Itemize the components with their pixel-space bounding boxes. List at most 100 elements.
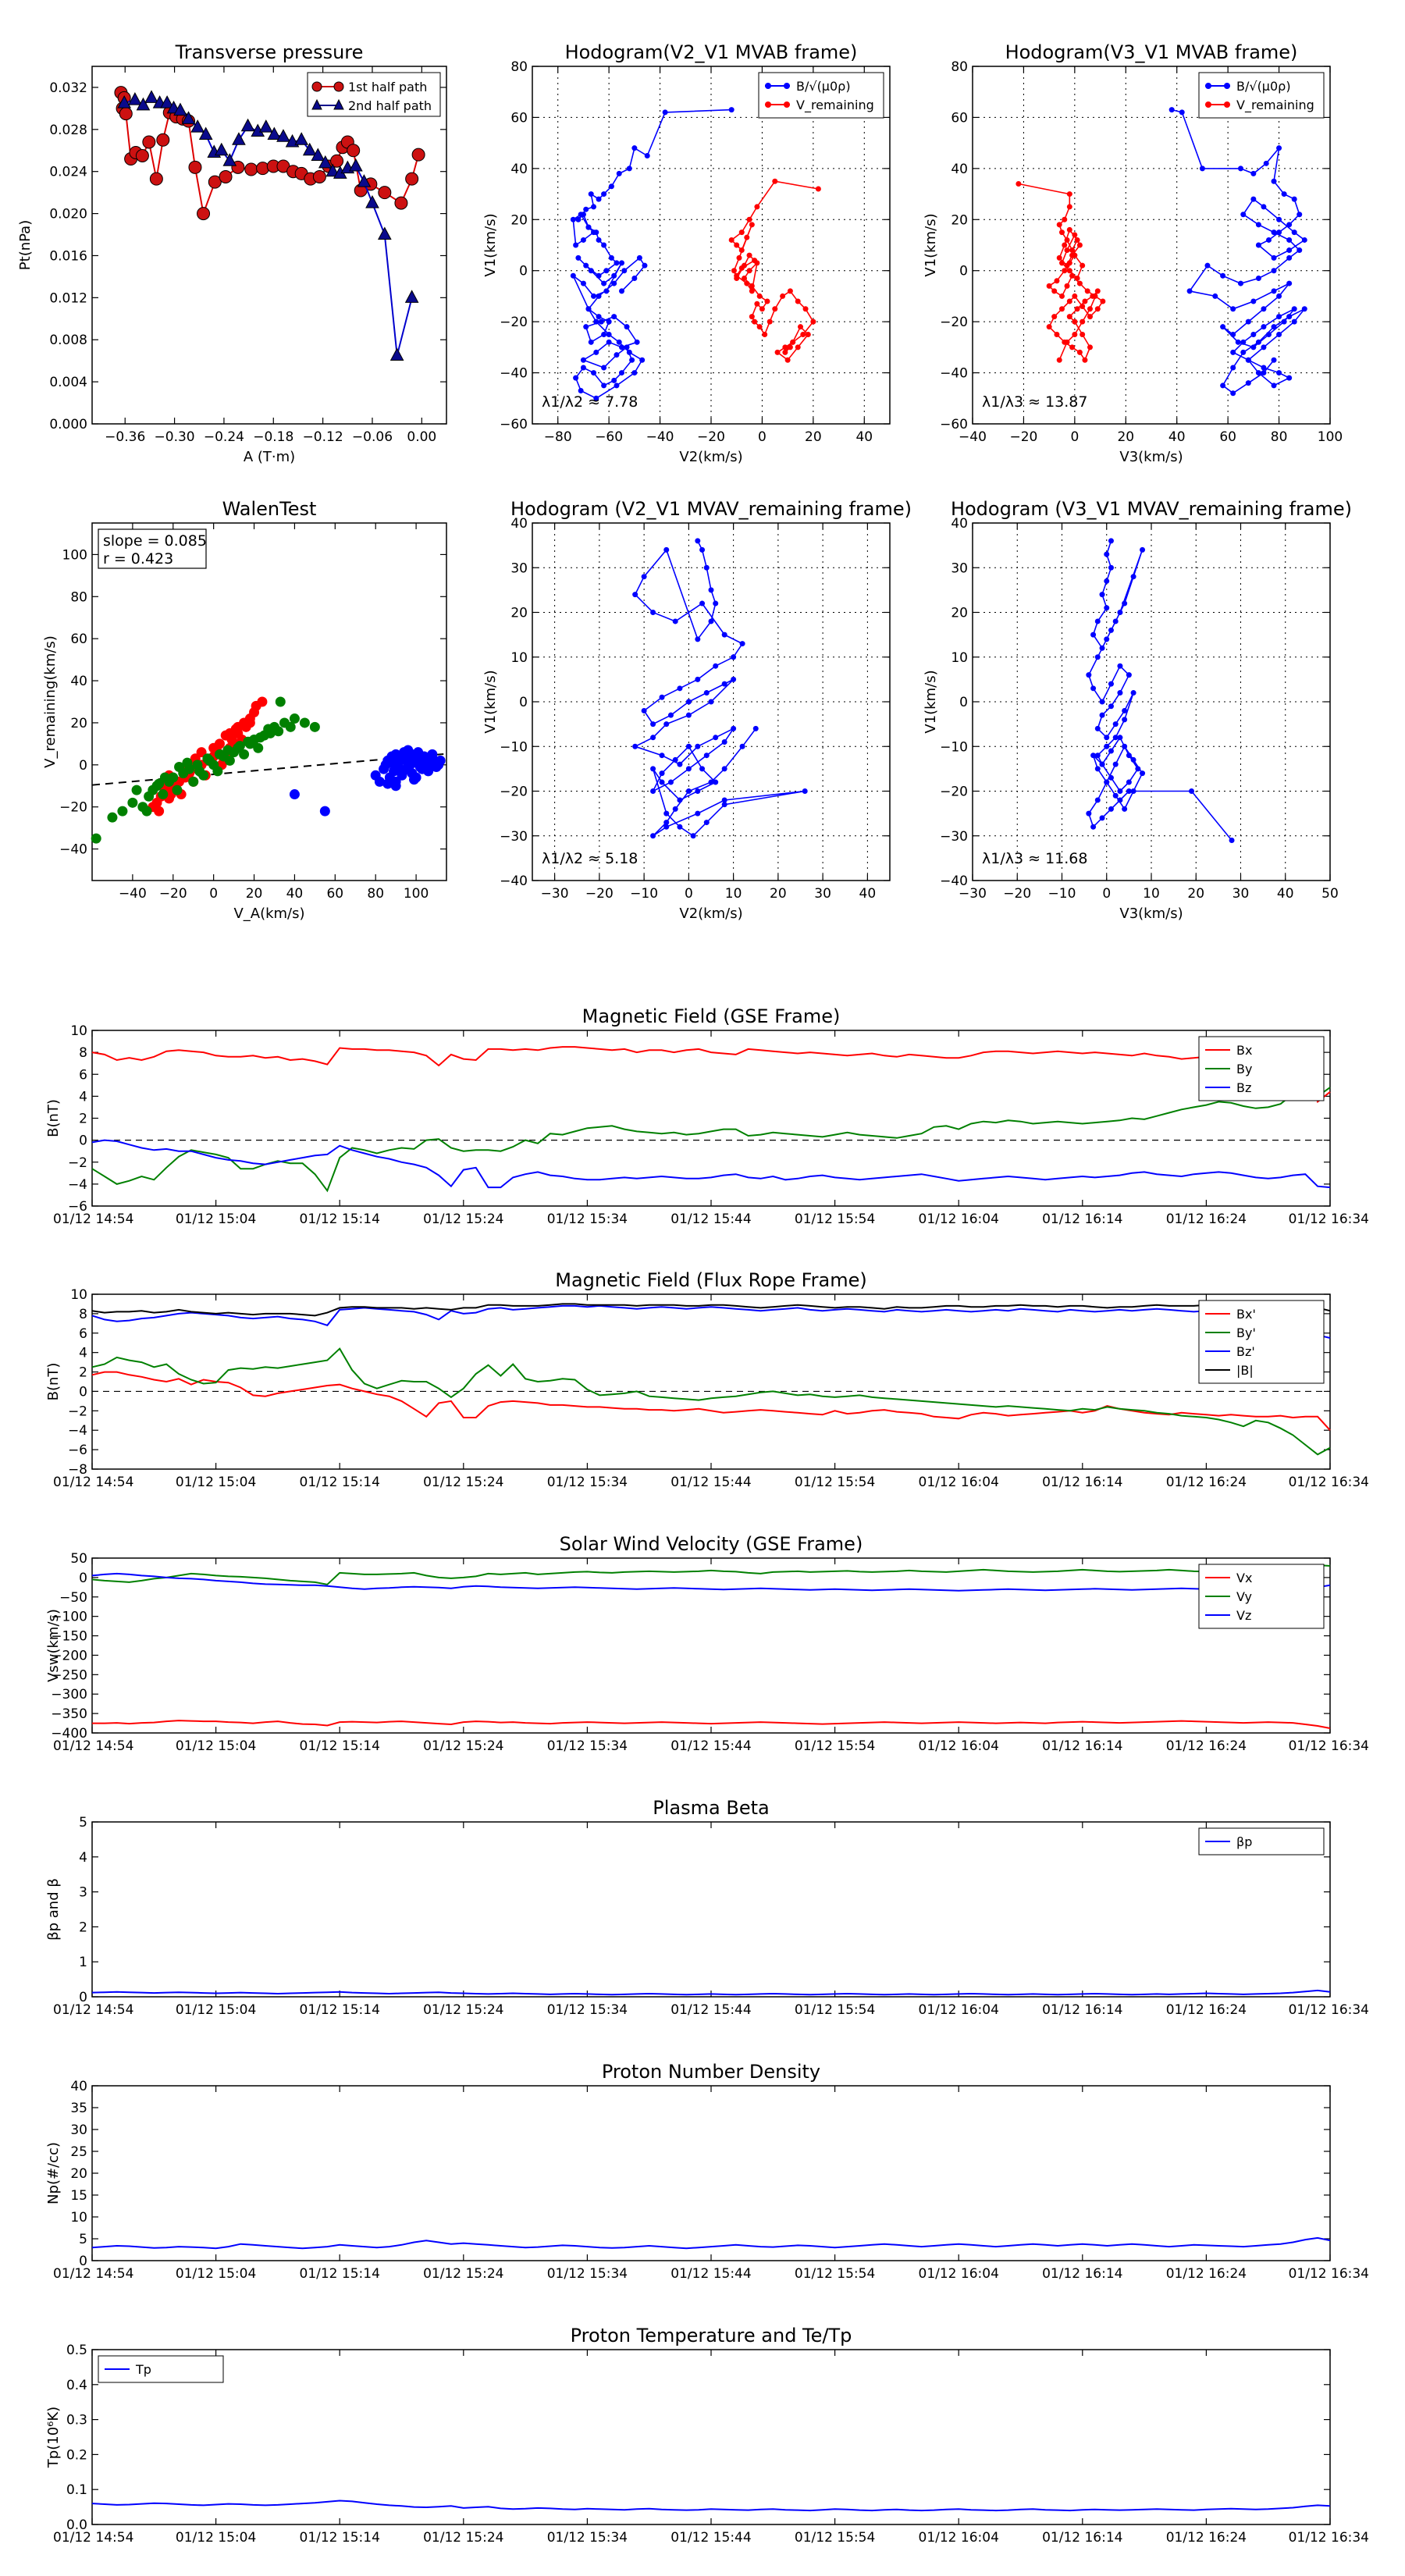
data-point [1301,306,1307,312]
data-point [672,756,678,763]
x-tick-label: 01/12 15:34 [547,2266,628,2282]
data-point [756,324,763,330]
x-tick-label: 01/12 15:34 [547,1475,628,1490]
data-point [1108,538,1114,544]
data-point [588,268,594,274]
data-point [708,779,714,785]
x-tick-label: 01/12 16:34 [1289,2002,1369,2018]
y-tick-label: −60 [940,417,968,432]
x-tick-label: 01/12 15:14 [300,2002,380,2018]
data-point [275,696,286,707]
data-point [815,186,821,192]
data-point [662,109,668,116]
transverse-pressure-chart: −0.36 −0.30 −0.24 −0.18 −0.12 −0.06 0.00 0.000 0… [17,41,447,465]
x-tick-label: 01/12 15:54 [795,1212,875,1227]
data-point [695,676,701,682]
x-tick-label: 01/12 15:04 [176,2002,256,2018]
data-point [614,352,620,358]
x-tick-label: 01/12 16:04 [919,2266,999,2282]
data-point [1099,761,1105,767]
data-point [390,776,401,787]
data-point [1100,298,1106,304]
data-point [1108,806,1114,812]
data-point [606,339,612,345]
data-point [1255,242,1261,248]
data-point [631,276,638,282]
x-tick-label: 60 [1219,429,1236,445]
x-tick-label: 01/12 15:14 [300,2266,380,2282]
x-tick-label: −30 [959,886,987,902]
data-point [1230,332,1236,337]
series-line [1172,109,1306,394]
series-line-vx [92,1720,1331,1729]
x-tick-label: 20 [770,886,787,902]
y-axis-label: V1(km/s) [482,670,499,733]
data-point [1112,618,1119,624]
x-tick-label: 01/12 15:14 [300,1475,380,1490]
legend: Bx By Bz [1198,1036,1325,1101]
data-point [1051,288,1058,294]
legend-marker [311,98,322,110]
data-point [1220,382,1226,389]
data-point [703,820,710,826]
y-tick-label: −40 [500,366,528,382]
data-point [263,724,274,735]
hodogram-h1: −80 −60 −40 −20 0 20 40 −60 −40 −20 0 20 40 60 80 Hodog… [482,41,891,465]
data-point [685,743,692,749]
legend: 1st half path 2nd half path [307,72,441,117]
data-point [224,755,235,766]
fit-stats-box [98,528,207,569]
x-tick-label: 0 [209,886,218,902]
y-tick-label: 0.4 [66,2378,87,2393]
legend-item: By' [1205,1325,1256,1340]
series-line-tp [91,2500,1331,2512]
data-point [1276,370,1282,376]
data-point [721,766,727,772]
data-point [258,119,273,133]
y-tick-label: 40 [510,516,528,532]
data-point [1263,160,1269,166]
data-point [734,242,740,248]
data-point [611,377,617,383]
data-point [382,778,393,789]
y-tick-label: −60 [500,417,528,432]
data-point [1261,204,1267,210]
data-point [728,237,735,243]
x-tick-label: 80 [1271,429,1288,445]
x-tick-label: 01/12 16:04 [919,1212,999,1227]
legend-marker [1224,83,1230,89]
series-2 [1016,180,1106,363]
x-tick-label: −60 [595,429,623,445]
data-point [650,833,656,839]
data-point [677,824,683,830]
x-tick-label: 01/12 15:34 [547,2002,628,2018]
data-point [739,641,745,647]
data-point [377,226,392,240]
data-point [1281,191,1287,197]
series-line-vz [91,1572,1331,1592]
data-point [591,204,597,210]
x-tick-label: −20 [697,429,725,445]
legend-marker [784,83,790,89]
y-tick-label: −6 [68,1199,87,1215]
x-tick-label: 01/12 15:04 [176,1212,256,1227]
x-tick-label: −30 [541,886,569,902]
y-tick-label: 0 [959,695,968,710]
data-point [1240,339,1247,345]
data-point [357,174,372,187]
x-tick-label: 01/12 16:24 [1166,1738,1247,1754]
data-point [330,154,344,168]
y-tick-label: 100 [62,547,87,563]
data-point [784,357,791,363]
data-point [135,149,149,162]
data-point [1140,546,1146,553]
data-point [608,254,614,261]
data-point [790,339,796,345]
x-tick-label: 01/12 16:14 [1042,1738,1122,1754]
data-point [312,169,326,183]
data-point [289,789,300,800]
data-point [285,721,296,732]
y-tick-label: 0 [79,2254,87,2269]
data-point [1286,280,1293,286]
x-tick-label: −80 [544,429,572,445]
